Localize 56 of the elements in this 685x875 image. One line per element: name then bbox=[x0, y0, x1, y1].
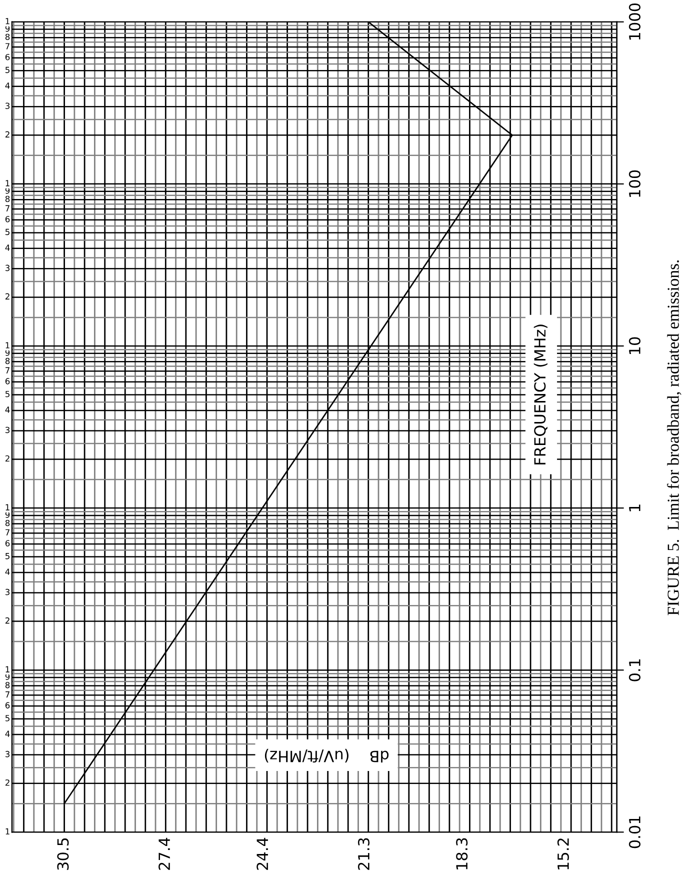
text: 6 bbox=[5, 54, 10, 60]
text: 2 bbox=[5, 617, 10, 624]
y2-tick-label: 0.01 bbox=[628, 816, 640, 848]
text: 5 bbox=[6, 553, 10, 560]
x-axis-title: dB (uV/ft/MHz) bbox=[264, 748, 389, 763]
y2-tick-label: 1 bbox=[629, 504, 640, 512]
text: 8 bbox=[5, 682, 10, 688]
text: 8 bbox=[5, 358, 10, 364]
x-tick-label: 24.4 bbox=[256, 838, 268, 870]
text: 1 bbox=[6, 666, 10, 672]
text: 3 bbox=[6, 750, 10, 758]
text: 7 bbox=[6, 43, 10, 50]
text: 1 bbox=[6, 342, 10, 348]
x-tick-label: 18.3 bbox=[456, 838, 468, 870]
x-tick-label: 30.5 bbox=[57, 838, 69, 870]
text: 5 bbox=[6, 228, 10, 236]
text: 2 bbox=[5, 779, 10, 786]
text: 4 bbox=[5, 244, 10, 251]
text: 5 bbox=[6, 390, 10, 398]
y2-tick-label: 100 bbox=[628, 170, 640, 197]
text: 6 bbox=[5, 540, 10, 546]
y2-tick-label: 0.1 bbox=[628, 659, 640, 682]
text: 4 bbox=[5, 406, 10, 413]
x-tick-label: 27.4 bbox=[158, 838, 170, 870]
x-tick-label: 21.3 bbox=[358, 838, 370, 870]
text: 6 bbox=[5, 702, 10, 708]
text: 5 bbox=[6, 66, 10, 74]
text: 2 bbox=[5, 131, 10, 138]
text: 1 bbox=[6, 828, 10, 834]
text: 6 bbox=[5, 216, 10, 222]
y2-tick-label: 10 bbox=[628, 337, 640, 354]
text: 1 bbox=[6, 18, 10, 24]
text: 3 bbox=[6, 588, 10, 596]
y2-axis-title: FREQUENCY (MHz) bbox=[534, 324, 548, 464]
text: 8 bbox=[5, 520, 10, 526]
text: 7 bbox=[6, 205, 10, 212]
text: FIGURE 5. Limit for broadband, radiated emissions. bbox=[667, 260, 682, 616]
text: 3 bbox=[6, 264, 10, 272]
text: 8 bbox=[5, 196, 10, 202]
text: 1 bbox=[6, 504, 10, 510]
text: 7 bbox=[6, 691, 10, 698]
text: 2 bbox=[5, 455, 10, 462]
text: 7 bbox=[6, 367, 10, 374]
text: 4 bbox=[5, 730, 10, 737]
text: 7 bbox=[6, 529, 10, 536]
text: 4 bbox=[5, 82, 10, 89]
text: 6 bbox=[5, 378, 10, 384]
text: 3 bbox=[6, 102, 10, 110]
text: 4 bbox=[5, 568, 10, 575]
text: 1 bbox=[6, 180, 10, 186]
text: 3 bbox=[6, 426, 10, 434]
text: 8 bbox=[5, 34, 10, 40]
text: 5 bbox=[6, 715, 10, 722]
y2-tick-label: 1000 bbox=[628, 3, 640, 40]
x-tick-label: 15.2 bbox=[557, 838, 569, 870]
text: 2 bbox=[5, 293, 10, 300]
